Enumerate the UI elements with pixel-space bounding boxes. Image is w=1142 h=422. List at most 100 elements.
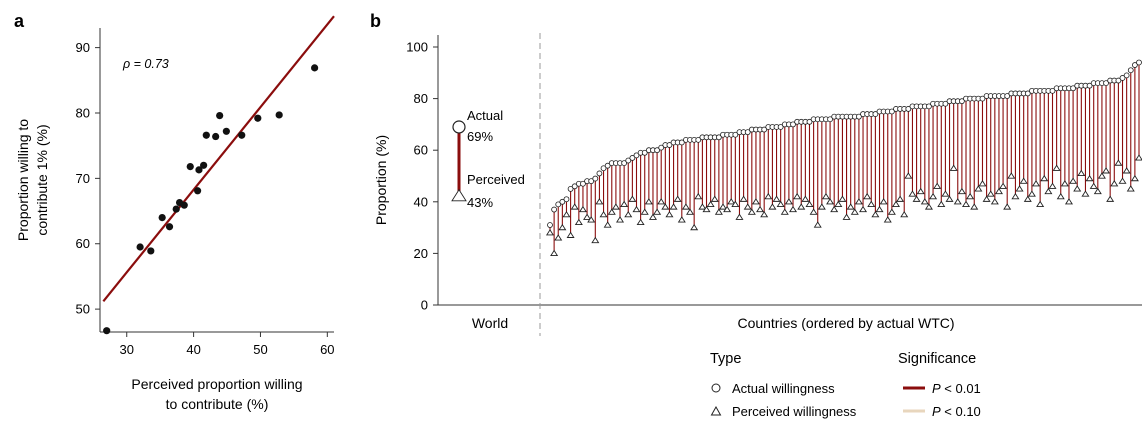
b-country-perceived-marker xyxy=(607,208,616,215)
b-country-perceived-marker xyxy=(673,195,682,202)
b-country-perceived-marker xyxy=(1069,177,1078,184)
b-country-actual-marker xyxy=(563,196,570,203)
b-country-perceived-marker xyxy=(772,195,781,202)
b-country-perceived-marker xyxy=(974,185,983,192)
a-point xyxy=(195,166,203,174)
b-country-perceived-marker xyxy=(562,210,571,218)
b-country-perceived-marker xyxy=(966,192,975,200)
a-point xyxy=(147,247,155,255)
b-country-perceived-marker xyxy=(681,203,690,210)
b-country-actual-marker xyxy=(629,155,636,161)
b-country-perceived-marker xyxy=(854,198,863,205)
b-y-tick-label: 0 xyxy=(421,298,428,313)
a-y-label-line2: contribute 1% (%) xyxy=(34,124,50,235)
b-country-actual-marker xyxy=(905,106,912,112)
b-country-actual-marker xyxy=(1024,90,1031,97)
b-country-perceived-marker xyxy=(846,203,855,210)
b-country-actual-marker xyxy=(625,157,632,164)
b-country-actual-marker xyxy=(1136,59,1142,66)
b-country-perceived-marker xyxy=(1023,195,1032,202)
b-country-perceived-marker xyxy=(574,218,583,226)
b-country-perceived-marker xyxy=(1134,154,1142,161)
b-country-actual-marker xyxy=(580,180,586,187)
b-country-perceived-marker xyxy=(710,195,719,202)
a-x-tick-label: 50 xyxy=(253,342,267,357)
b-country-perceived-marker xyxy=(1027,190,1036,197)
b-country-perceived-marker xyxy=(1056,192,1065,200)
a-points xyxy=(103,64,319,335)
b-country-perceived-marker xyxy=(653,208,662,215)
b-country-perceived-marker xyxy=(764,192,773,200)
legend-actual-marker xyxy=(711,383,721,393)
b-country-perceived-marker xyxy=(677,216,686,223)
b-country-actual-marker xyxy=(827,116,833,123)
b-country-perceived-marker xyxy=(747,208,756,215)
b-country-perceived-marker xyxy=(632,205,641,213)
b-country-perceived-marker xyxy=(636,218,645,226)
b-country-perceived-marker xyxy=(735,213,744,220)
a-point xyxy=(238,131,246,139)
b-country-actual-marker xyxy=(888,108,895,115)
legend-sig-001-value: < 0.01 xyxy=(941,381,981,396)
a-x-tick-label: 30 xyxy=(120,342,134,357)
b-country-perceived-marker xyxy=(797,203,806,210)
b-world-perceived-label: Perceived xyxy=(467,172,525,187)
b-country-perceived-marker xyxy=(830,205,839,213)
b-country-actual-marker xyxy=(654,147,660,154)
b-y-label: Proportion (%) xyxy=(373,135,389,225)
b-country-actual-marker xyxy=(715,134,722,141)
b-country-perceived-marker xyxy=(640,208,649,215)
b-y-tick-label: 20 xyxy=(414,246,428,261)
a-annotation: ρ = 0.73 xyxy=(122,57,169,71)
b-country-actual-marker xyxy=(1049,87,1056,94)
b-country-perceived-marker xyxy=(1130,174,1139,182)
a-point xyxy=(180,201,188,209)
b-country-perceived-marker xyxy=(961,200,971,207)
b-country-perceived-marker xyxy=(723,205,732,213)
b-country-perceived-marker xyxy=(867,200,876,207)
b-country-perceived-marker xyxy=(945,195,954,202)
b-world-actual-label: Actual xyxy=(467,108,503,123)
b-country-perceived-marker xyxy=(1060,180,1069,187)
b-country-perceived-marker xyxy=(611,203,620,210)
b-country-perceived-marker xyxy=(1110,180,1119,187)
b-country-actual-marker xyxy=(641,149,648,156)
b-country-perceived-marker xyxy=(949,164,958,171)
b-country-perceived-marker xyxy=(1089,182,1098,189)
b-country-perceived-marker xyxy=(595,198,604,205)
b-country-actual-marker xyxy=(604,162,611,169)
b-country-actual-marker xyxy=(942,100,949,107)
a-y-tick-label: 60 xyxy=(76,236,90,251)
a-fit-line xyxy=(102,15,335,302)
b-country-perceived-marker xyxy=(665,210,674,218)
b-country-actual-marker xyxy=(777,124,784,130)
b-country-perceived-marker xyxy=(904,172,913,179)
b-country-perceived-marker xyxy=(900,210,909,218)
b-country-perceived-marker xyxy=(545,229,555,236)
b-country-actual-marker xyxy=(1123,72,1130,79)
b-country-actual-marker xyxy=(666,142,673,148)
b-country-perceived-marker xyxy=(731,200,740,207)
b-country-perceived-marker xyxy=(616,216,625,223)
legend-type-title: Type xyxy=(710,351,741,367)
b-country-perceived-marker xyxy=(644,198,653,205)
b-country-actual-marker xyxy=(1115,77,1122,84)
b-country-perceived-marker xyxy=(920,198,929,205)
b-country-actual-marker xyxy=(1004,93,1011,99)
b-country-perceived-marker xyxy=(916,187,925,195)
b-country-perceived-marker xyxy=(1126,185,1135,192)
b-country-perceived-marker xyxy=(599,210,608,218)
b-country-perceived-marker xyxy=(620,200,629,207)
b-country-perceived-marker xyxy=(1019,177,1028,184)
a-fit-line-group xyxy=(102,15,335,302)
b-country-perceived-marker xyxy=(661,203,670,210)
b-country-actual-marker xyxy=(979,95,986,102)
b-y-tick-label: 100 xyxy=(406,40,428,55)
b-country-perceived-marker xyxy=(714,208,723,215)
b-country-perceived-marker xyxy=(863,192,872,200)
b-country-perceived-marker xyxy=(834,200,843,207)
b-country-perceived-marker xyxy=(1040,174,1049,182)
b-country-actual-marker xyxy=(551,206,558,213)
a-point xyxy=(212,132,220,141)
